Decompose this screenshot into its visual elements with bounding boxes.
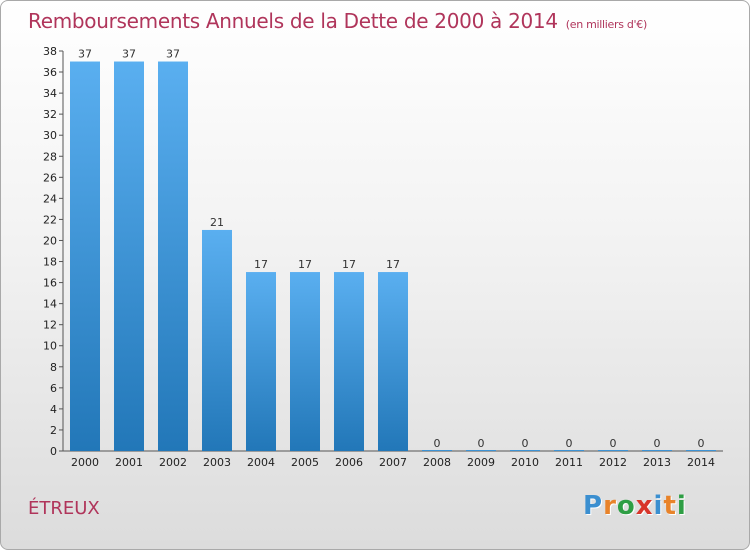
bar-2000 (70, 61, 100, 452)
value-label: 0 (522, 437, 529, 450)
chart-title: Remboursements Annuels de la Dette de 20… (28, 9, 647, 33)
value-label: 0 (566, 437, 573, 450)
x-tick-label: 2010 (511, 456, 539, 469)
y-tick-label: 4 (50, 403, 57, 416)
y-tick-label: 30 (43, 129, 57, 142)
bar-2006 (334, 272, 364, 451)
x-tick-label: 2013 (643, 456, 671, 469)
y-tick-label: 38 (43, 45, 57, 58)
logo-letter: i (653, 491, 664, 521)
value-label: 0 (698, 437, 705, 450)
value-label: 0 (654, 437, 661, 450)
value-label: 37 (166, 48, 180, 61)
bar-2009 (466, 450, 496, 451)
bar-2005 (290, 272, 320, 451)
bar-2001 (114, 61, 144, 452)
value-label: 37 (122, 48, 136, 61)
y-tick-label: 26 (43, 171, 57, 184)
x-tick-label: 2014 (687, 456, 715, 469)
bar-2010 (510, 450, 540, 451)
value-label: 17 (298, 258, 312, 271)
y-tick-label: 18 (43, 256, 57, 269)
x-tick-label: 2004 (247, 456, 275, 469)
x-tick-label: 2000 (71, 456, 99, 469)
chart-title-text: Remboursements Annuels de la Dette de 20… (28, 9, 558, 33)
y-tick-label: 20 (43, 234, 57, 247)
bar-2008 (422, 450, 452, 451)
x-tick-label: 2003 (203, 456, 231, 469)
place-name: ÉTREUX (28, 498, 100, 519)
y-tick-label: 28 (43, 150, 57, 163)
logo-letter: i (676, 491, 687, 521)
x-tick-label: 2005 (291, 456, 319, 469)
logo-letter: r (603, 491, 617, 521)
value-label: 17 (342, 258, 356, 271)
y-tick-label: 24 (43, 192, 57, 205)
x-tick-label: 2007 (379, 456, 407, 469)
y-tick-label: 12 (43, 319, 57, 332)
y-tick-label: 16 (43, 277, 57, 290)
bar-2013 (642, 450, 672, 451)
x-tick-label: 2008 (423, 456, 451, 469)
y-tick-label: 0 (50, 445, 57, 458)
bar-2004 (246, 272, 276, 451)
y-tick-label: 14 (43, 298, 57, 311)
value-label: 0 (434, 437, 441, 450)
value-label: 37 (78, 48, 92, 61)
bar-2002 (158, 61, 188, 452)
y-tick-label: 6 (50, 382, 57, 395)
x-axis: 2000 2001 2002 2003 2004 2005 2006 2007 2008 2009… (63, 450, 723, 469)
y-tick-label: 8 (50, 361, 57, 374)
logo-letter: o (616, 491, 636, 521)
logo-letter: t (663, 491, 677, 521)
bar-2003 (202, 229, 232, 451)
chart-subtitle: (en milliers d'€) (565, 18, 647, 31)
value-label: 0 (478, 437, 485, 450)
y-tick-label: 36 (43, 66, 57, 79)
value-label: 0 (610, 437, 617, 450)
bar-2007 (378, 272, 408, 451)
value-label: 17 (254, 258, 268, 271)
bar-2011 (554, 450, 584, 451)
value-label: 17 (386, 258, 400, 271)
y-tick-label: 2 (50, 424, 57, 437)
x-tick-label: 2009 (467, 456, 495, 469)
proxiti-logo[interactable]: Proxiti (583, 491, 687, 521)
x-tick-label: 2012 (599, 456, 627, 469)
x-tick-label: 2006 (335, 456, 363, 469)
x-tick-label: 2002 (159, 456, 187, 469)
bars (70, 61, 716, 452)
logo-letter: P (583, 491, 604, 521)
x-tick-label: 2011 (555, 456, 583, 469)
y-tick-label: 22 (43, 213, 57, 226)
y-tick-label: 32 (43, 108, 57, 121)
value-label: 21 (210, 216, 224, 229)
y-tick-label: 34 (43, 87, 57, 100)
logo-letter: x (635, 491, 654, 521)
y-tick-label: 10 (43, 340, 57, 353)
value-labels: 37 37 37 21 17 17 17 17 0 0 0 0 0 0 0 (78, 48, 705, 450)
bar-2014 (686, 450, 716, 451)
x-tick-label: 2001 (115, 456, 143, 469)
bar-2012 (598, 450, 628, 451)
